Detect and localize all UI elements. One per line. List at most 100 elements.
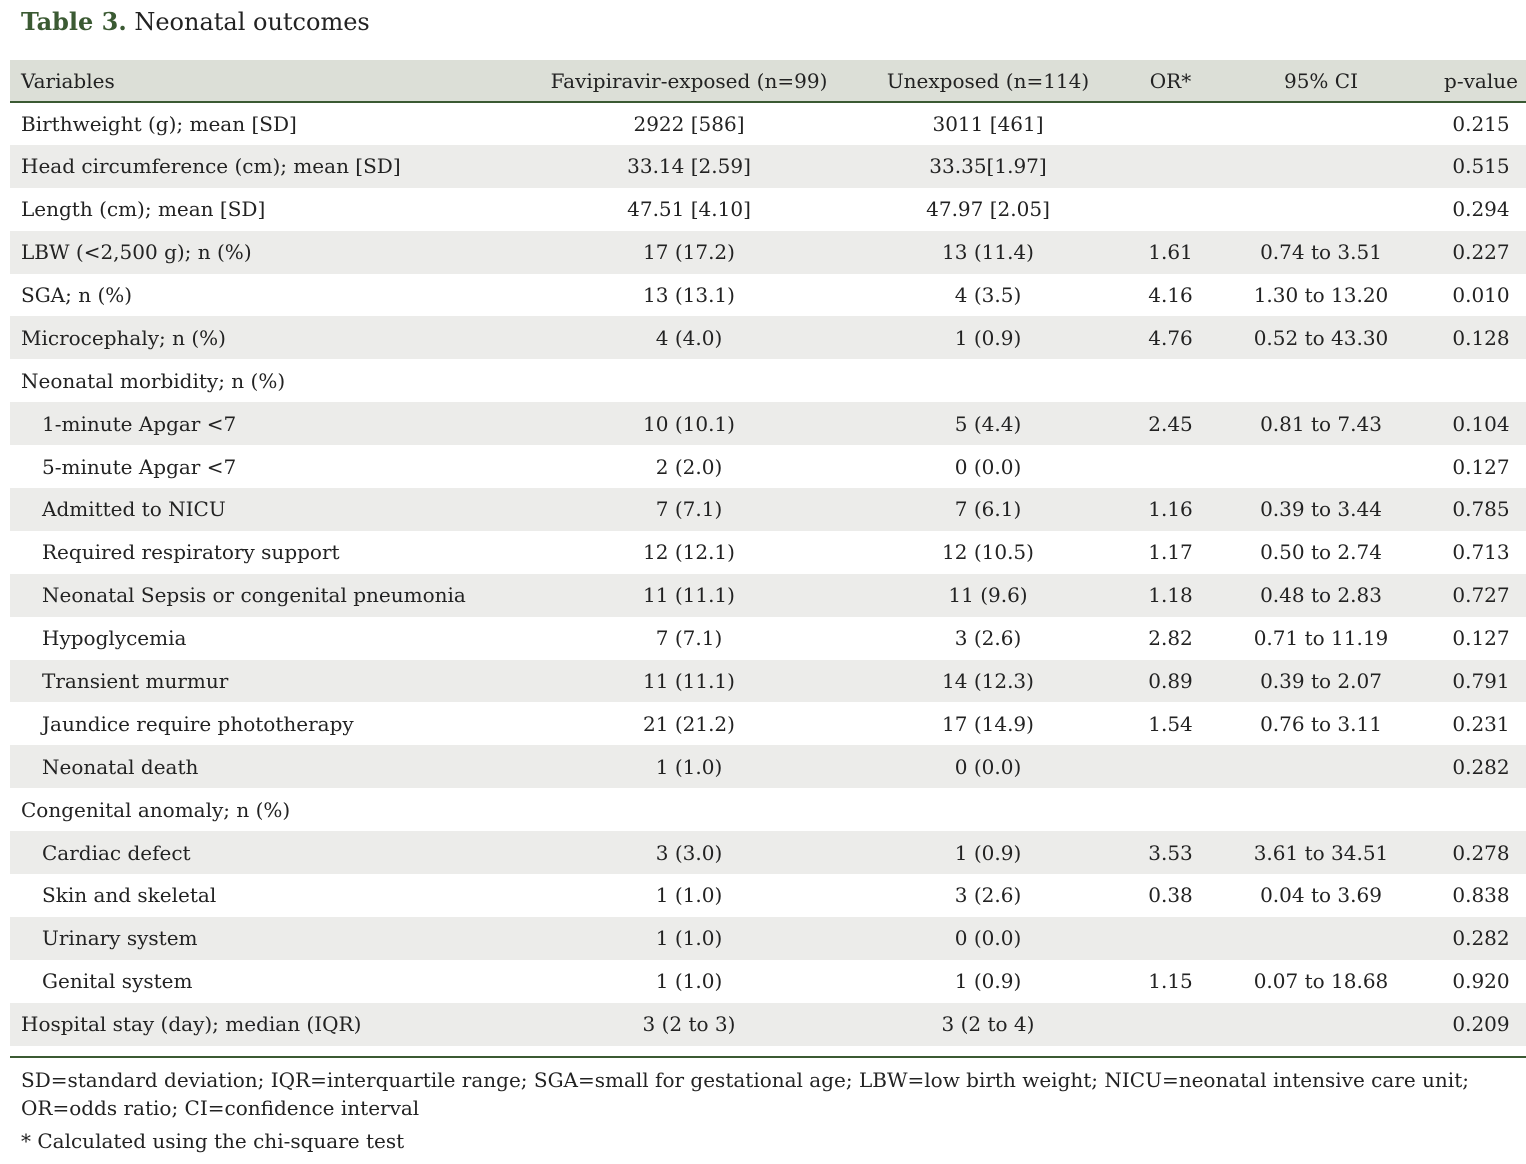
cell-ci: 0.39 to 2.07 — [1260, 669, 1382, 694]
table-row: Microcephaly; n (%) 4 (4.0) 1 (0.9) 4.76 0.5… — [10, 316, 1526, 360]
cell-variable: Jaundice require phototherapy — [42, 711, 354, 736]
cell-or: 3.53 — [1148, 840, 1193, 865]
cell-favipiravir: 7 (7.1) — [655, 626, 723, 651]
cell-ci: 0.39 to 3.44 — [1260, 497, 1382, 522]
cell-ci: 0.04 to 3.69 — [1260, 883, 1382, 908]
cell-p-value: 0.727 — [1452, 583, 1510, 608]
cell-or — [1124, 745, 1217, 788]
cell-unexposed: 17 (14.9) — [942, 711, 1034, 736]
table-row: LBW (<2,500 g); n (%) 17 (17.2) 13 (11.4) 1… — [10, 230, 1526, 274]
cell-or: 0.38 — [1148, 883, 1193, 908]
cell-variable: SGA; n (%) — [21, 283, 133, 307]
cell-or: 0.89 — [1148, 669, 1193, 694]
table-row: Hospital stay (day); median (IQR) 3 (2 to… — [10, 1002, 1526, 1046]
cell-favipiravir: 11 (11.1) — [643, 583, 735, 608]
cell-unexposed: 0 (0.0) — [954, 926, 1022, 951]
cell-p-value: 0.920 — [1452, 969, 1510, 994]
cell-variable: Transient murmur — [42, 669, 229, 694]
cell-unexposed: 1 (0.9) — [954, 325, 1022, 350]
cell-unexposed: 3 (2.6) — [954, 883, 1022, 908]
cell-unexposed: 13 (11.4) — [942, 240, 1034, 265]
cell-p-value: 0.294 — [1452, 197, 1510, 222]
header-row: Variables Favipiravir-exposed (n=99) Une… — [10, 60, 1526, 103]
table-row: Length (cm); mean [SD] 47.51 [4.10] 47.97 … — [10, 187, 1526, 231]
cell-p-value: 0.282 — [1452, 926, 1510, 951]
table-caption: Table 3. Neonatal outcomes — [21, 6, 370, 38]
cell-variable: Birthweight (g); mean [SD] — [21, 111, 297, 136]
cell-p-value: 0.104 — [1452, 411, 1510, 436]
table-row: Skin and skeletal 1 (1.0) 3 (2.6) 0.38 0.04 … — [10, 874, 1526, 917]
table-row: Required respiratory support 12 (12.1) 12 … — [10, 530, 1526, 574]
cell-ci — [1217, 102, 1425, 145]
cell-ci: 0.71 to 11.19 — [1253, 626, 1389, 651]
cell-variable: Neonatal death — [42, 754, 199, 779]
cell-ci: 0.81 to 7.43 — [1260, 411, 1382, 436]
cell-p-value: 0.010 — [1452, 283, 1510, 307]
cell-favipiravir: 12 (12.1) — [643, 540, 735, 565]
cell-unexposed: 14 (12.3) — [942, 669, 1034, 694]
table-row: Neonatal Sepsis or congenital pneumonia 1… — [10, 573, 1526, 617]
cell-p-value: 0.785 — [1452, 497, 1510, 522]
cell-p-value: 0.278 — [1452, 840, 1510, 865]
cell-favipiravir: 2 (2.0) — [655, 454, 723, 479]
cell-variable: Neonatal morbidity; n (%) — [21, 368, 286, 393]
cell-p-value: 0.127 — [1452, 626, 1510, 651]
cell-unexposed: 3 (2 to 4) — [941, 1012, 1035, 1037]
cell-variable: Length (cm); mean [SD] — [21, 197, 266, 222]
table-row: Genital system 1 (1.0) 1 (0.9) 1.15 0.07 to … — [10, 959, 1526, 1003]
cell-favipiravir: 3 (3.0) — [655, 840, 723, 865]
cell-p-value: 0.791 — [1452, 669, 1510, 694]
cell-p-value — [1425, 359, 1526, 402]
cell-or: 4.16 — [1148, 283, 1193, 307]
table-row: Hypoglycemia 7 (7.1) 3 (2.6) 2.82 0.71 to 11… — [10, 616, 1526, 660]
cell-or — [1124, 445, 1217, 488]
cell-ci: 0.52 to 43.30 — [1253, 325, 1389, 350]
cell-ci — [1217, 745, 1425, 788]
cell-favipiravir: 2922 [586] — [633, 111, 745, 136]
cell-p-value: 0.282 — [1452, 754, 1510, 779]
cell-ci: 3.61 to 34.51 — [1253, 840, 1389, 865]
cell-or: 1.61 — [1148, 240, 1193, 265]
cell-unexposed: 12 (10.5) — [942, 540, 1034, 565]
cell-ci: 0.48 to 2.83 — [1260, 583, 1382, 608]
cell-variable: Head circumference (cm); mean [SD] — [21, 154, 401, 179]
cell-favipiravir: 7 (7.1) — [655, 497, 723, 522]
cell-ci: 0.74 to 3.51 — [1260, 240, 1382, 265]
cell-or — [1124, 359, 1217, 402]
cell-favipiravir: 11 (11.1) — [643, 669, 735, 694]
cell-unexposed: 3011 [461] — [932, 111, 1044, 136]
cell-favipiravir: 21 (21.2) — [643, 711, 735, 736]
cell-unexposed: 7 (6.1) — [954, 497, 1022, 522]
table-row: Urinary system 1 (1.0) 0 (0.0) 0.282 — [10, 916, 1526, 960]
cell-ci: 0.50 to 2.74 — [1260, 540, 1382, 565]
cell-or: 2.45 — [1148, 411, 1193, 436]
cell-ci — [1217, 917, 1425, 960]
cell-favipiravir: 1 (1.0) — [655, 883, 723, 908]
table-row: Neonatal death 1 (1.0) 0 (0.0) 0.282 — [10, 745, 1526, 789]
cell-variable: 1-minute Apgar <7 — [42, 411, 237, 436]
cell-variable: Neonatal Sepsis or congenital pneumonia — [42, 583, 466, 608]
neonatal-outcomes-table: Variables Favipiravir-exposed (n=99) Une… — [10, 60, 1526, 1046]
cell-unexposed: 1 (0.9) — [954, 840, 1022, 865]
cell-unexposed: 0 (0.0) — [954, 754, 1022, 779]
table-row: Birthweight (g); mean [SD] 2922 [586] 3011… — [10, 102, 1526, 145]
table-bottom-rule — [10, 1056, 1526, 1058]
cell-ci — [1217, 445, 1425, 488]
cell-unexposed: 11 (9.6) — [948, 583, 1028, 608]
cell-p-value: 0.231 — [1452, 711, 1510, 736]
cell-variable: Hypoglycemia — [42, 626, 187, 651]
cell-or: 1.15 — [1148, 969, 1193, 994]
cell-ci — [1217, 145, 1425, 188]
cell-p-value: 0.215 — [1452, 111, 1510, 136]
cell-or: 4.76 — [1148, 325, 1193, 350]
cell-unexposed: 3 (2.6) — [954, 626, 1022, 651]
cell-unexposed: 5 (4.4) — [954, 411, 1022, 436]
footnote-abbreviations: SD=standard deviation; IQR=interquartile… — [21, 1068, 1469, 1120]
cell-or: 1.54 — [1148, 711, 1193, 736]
header-unexposed: Unexposed (n=114) — [852, 60, 1124, 103]
cell-ci: 0.07 to 18.68 — [1253, 969, 1389, 994]
cell-unexposed: 0 (0.0) — [954, 454, 1022, 479]
cell-variable: LBW (<2,500 g); n (%) — [21, 240, 252, 265]
cell-or — [1124, 788, 1217, 831]
cell-ci: 1.30 to 13.20 — [1253, 283, 1389, 307]
